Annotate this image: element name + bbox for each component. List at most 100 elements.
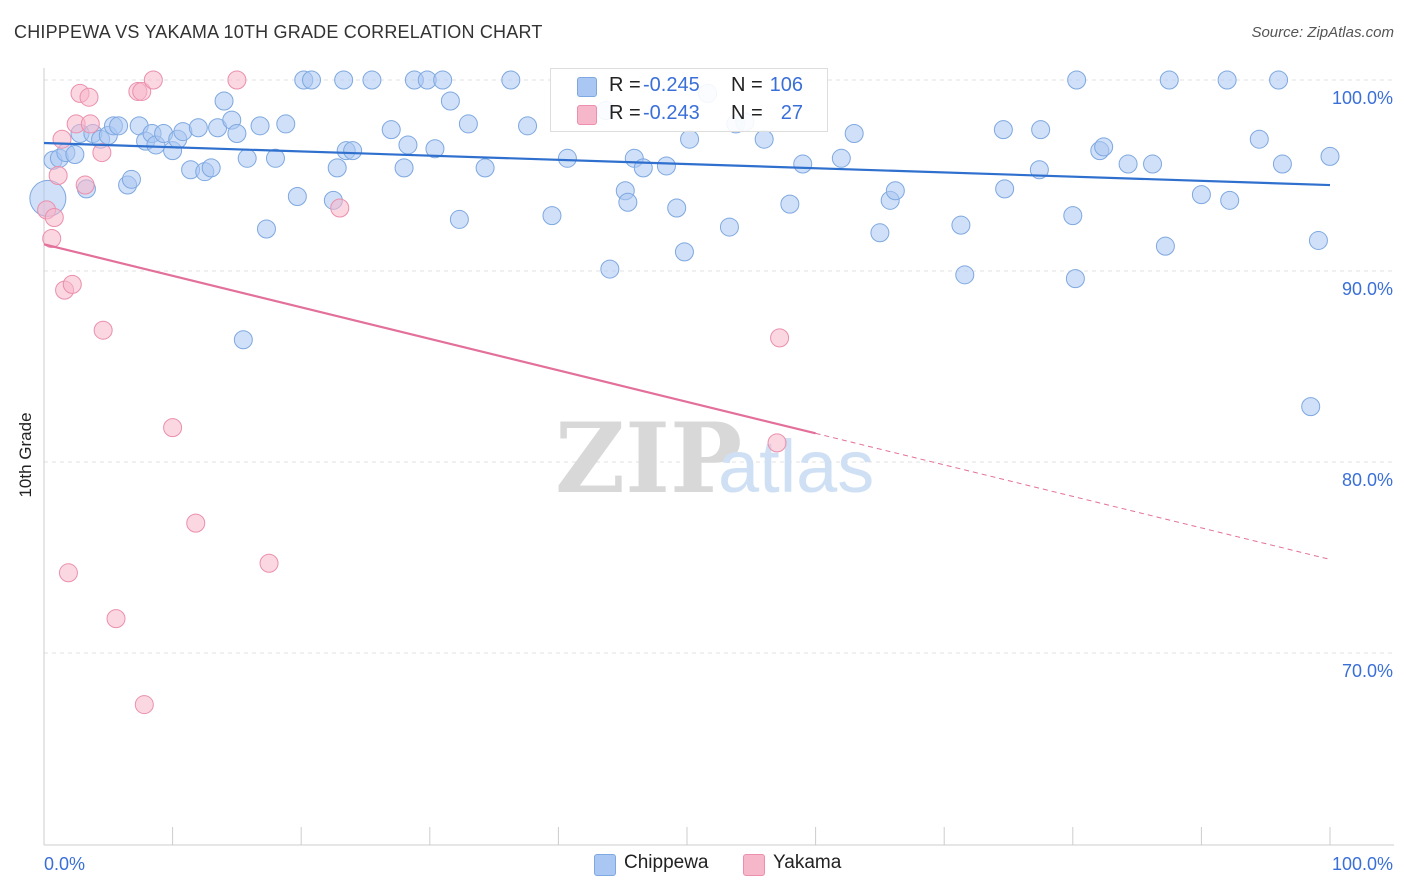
yakama-point: [143, 70, 163, 90]
chippewa-point: [287, 187, 307, 207]
chippewa-point: [109, 116, 129, 136]
yakama-trend-extension: [815, 432, 1331, 560]
chippewa-point: [1301, 397, 1321, 417]
chippewa-point: [233, 330, 253, 350]
legend-label: Chippewa: [624, 852, 709, 873]
r-label: R =: [609, 74, 641, 96]
yakama-point: [62, 274, 82, 294]
yakama-point: [52, 129, 72, 149]
yakama-point: [42, 229, 62, 249]
chippewa-point: [557, 148, 577, 168]
yakama-trend-line: [43, 243, 816, 435]
yakama-point: [93, 320, 113, 340]
yakama-point: [132, 81, 152, 101]
chippewa-point: [501, 70, 521, 90]
yakama-point: [767, 433, 787, 453]
chippewa-point: [780, 194, 800, 214]
chippewa-point: [674, 242, 694, 262]
yakama-point: [44, 208, 64, 228]
chippewa-legend-swatch: [594, 854, 616, 876]
chippewa-point: [1155, 236, 1175, 256]
chippewa-point: [1118, 154, 1138, 174]
chippewa-point: [343, 141, 363, 161]
source-credit: Source: ZipAtlas.com: [1251, 24, 1394, 41]
chippewa-point: [754, 129, 774, 149]
chippewa-point: [1217, 70, 1237, 90]
yakama-point: [75, 175, 95, 195]
chippewa-point: [656, 156, 676, 176]
series-legend: Chippewa Yakama: [0, 850, 1406, 880]
y-tick-label: 90.0%: [1342, 279, 1393, 299]
watermark-zip: ZIP: [555, 402, 742, 515]
yakama-point: [134, 695, 154, 715]
chippewa-point: [121, 169, 141, 189]
chippewa-point: [993, 120, 1013, 140]
yakama-point: [770, 328, 790, 348]
y-tick-label: 100.0%: [1332, 88, 1393, 108]
yakama-swatch: [577, 105, 597, 125]
chippewa-point: [449, 209, 469, 229]
chippewa-point: [433, 70, 453, 90]
chippewa-point: [1159, 70, 1179, 90]
chippewa-point: [214, 91, 234, 111]
yakama-point: [163, 418, 183, 438]
chippewa-point: [793, 154, 813, 174]
tick-labels: 100.0% 90.0% 80.0% 70.0% 0.0% 100.0%: [44, 88, 1393, 874]
yakama-point: [330, 198, 350, 218]
r-label: R =: [609, 102, 641, 124]
chippewa-point: [518, 116, 538, 136]
chippewa-point: [398, 135, 418, 155]
chippewa-trend-line: [43, 141, 1331, 187]
trend-lines: [43, 141, 1331, 560]
y-tick-label: 80.0%: [1342, 470, 1393, 490]
chippewa-point: [719, 217, 739, 237]
chippewa-point: [618, 192, 638, 212]
chippewa-point: [327, 158, 347, 178]
chippewa-point: [1191, 185, 1211, 205]
chippewa-point: [1269, 70, 1289, 90]
yakama-point: [227, 70, 247, 90]
chippewa-point: [276, 114, 296, 134]
chippewa-point: [667, 198, 687, 218]
r-value: -0.243: [643, 102, 700, 124]
chippewa-point: [1220, 190, 1240, 210]
yakama-point: [48, 166, 68, 185]
data-points: [29, 70, 1340, 715]
chippewa-point: [301, 70, 321, 90]
chippewa-point: [440, 91, 460, 111]
chippewa-point: [237, 148, 257, 168]
axes: [43, 68, 1394, 846]
chippewa-point: [1029, 160, 1049, 180]
chippewa-swatch: [577, 77, 597, 97]
chart-title: CHIPPEWA VS YAKAMA 10TH GRADE CORRELATIO…: [14, 22, 543, 42]
r-value: -0.245: [643, 74, 700, 96]
chippewa-point: [201, 158, 221, 178]
chippewa-point: [870, 223, 890, 243]
chippewa-point: [1272, 154, 1292, 174]
chippewa-point: [381, 120, 401, 140]
chippewa-point: [394, 158, 414, 178]
chippewa-point: [1063, 206, 1083, 226]
chippewa-point: [250, 116, 270, 136]
chippewa-point: [1094, 137, 1114, 157]
legend-label: Yakama: [773, 852, 842, 873]
yakama-point: [92, 143, 112, 163]
chippewa-point: [1065, 269, 1085, 289]
chippewa-point: [458, 114, 478, 134]
yakama-point: [80, 114, 100, 134]
yakama-point: [186, 513, 206, 533]
chippewa-point: [425, 139, 445, 159]
yakama-point: [58, 563, 78, 583]
n-label: N =: [731, 74, 763, 96]
chippewa-point: [1031, 120, 1051, 140]
n-label: N =: [731, 102, 763, 124]
chippewa-point: [600, 259, 620, 279]
x-tick-label: 0.0%: [44, 854, 85, 874]
yakama-point: [259, 553, 279, 573]
chippewa-point: [227, 123, 247, 143]
x-tick-label: 100.0%: [1332, 854, 1393, 874]
chippewa-point: [995, 179, 1015, 199]
chippewa-point: [1249, 129, 1269, 149]
y-axis-label: 10th Grade: [16, 412, 35, 498]
